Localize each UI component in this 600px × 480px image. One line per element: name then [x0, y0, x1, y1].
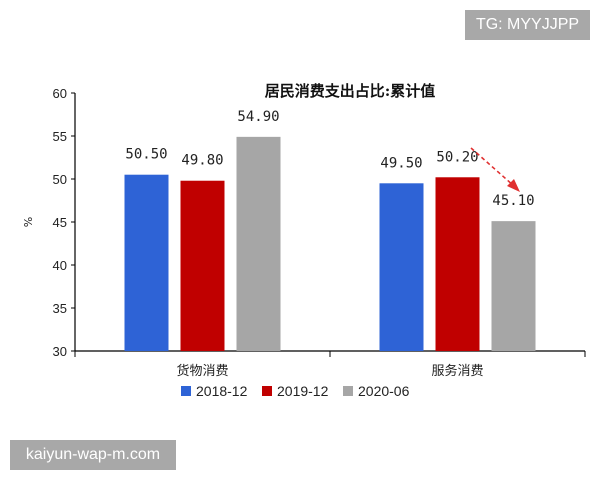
- chart-title: 居民消费支出占比:累计值: [265, 82, 436, 100]
- data-label: 54.90: [237, 109, 279, 125]
- y-tick-label: 50: [53, 172, 67, 187]
- legend-label: 2018-12: [196, 383, 248, 399]
- watermark-site: kaiyun-wap-m.com: [10, 440, 176, 470]
- y-tick-label: 35: [53, 301, 67, 316]
- legend-swatch-2018-12: [181, 386, 191, 396]
- trend-arrow: [470, 147, 520, 192]
- legend-swatch-2019-12: [262, 386, 272, 396]
- y-axis-label: %: [22, 217, 35, 227]
- legend-label: 2019-12: [277, 383, 329, 399]
- arrowhead-icon: [507, 179, 520, 192]
- bar-2020-06: [236, 136, 281, 351]
- legend-label: 2020-06: [358, 383, 410, 399]
- bar-2020-06: [491, 221, 536, 351]
- bar-2019-12: [180, 180, 225, 351]
- legend-swatch-2020-06: [343, 386, 353, 396]
- data-label: 49.80: [181, 153, 223, 169]
- bar-2018-12: [124, 174, 169, 351]
- y-tick-label: 40: [53, 258, 67, 273]
- data-label: 50.20: [436, 149, 478, 165]
- category-label: 服务消费: [431, 363, 483, 379]
- y-tick-label: 45: [53, 215, 67, 230]
- category-label: 货物消费: [176, 363, 228, 379]
- y-tick-label: 60: [53, 86, 67, 101]
- watermark-tg: TG: MYYJJPP: [465, 10, 590, 40]
- data-label: 50.50: [125, 147, 167, 163]
- bar-2018-12: [379, 183, 424, 351]
- y-tick-label: 55: [53, 129, 67, 144]
- data-label: 49.50: [380, 155, 422, 171]
- y-tick-label: 30: [53, 344, 67, 359]
- data-label: 45.10: [492, 193, 534, 209]
- bar-2019-12: [435, 177, 480, 351]
